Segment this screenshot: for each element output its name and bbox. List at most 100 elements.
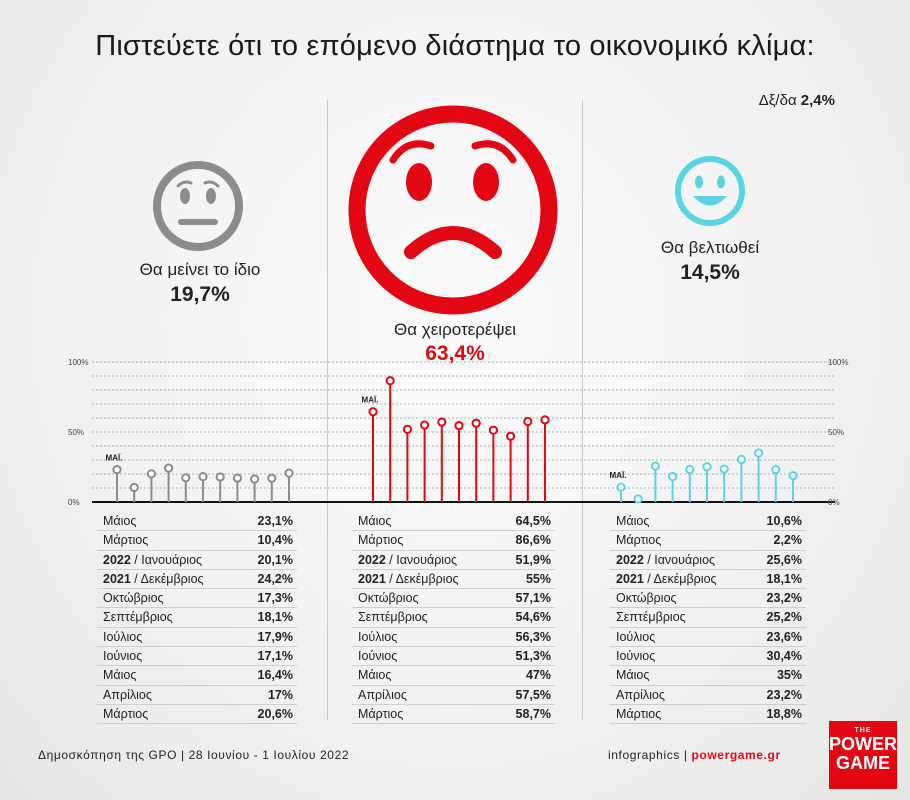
lollipop-point <box>540 415 550 425</box>
row-value: 20,6% <box>257 706 293 721</box>
series-first-label: ΜΑΪ. <box>610 471 627 480</box>
footer-credit-text: infographics | <box>608 748 688 762</box>
table-row: Μάρτιος 18,8% <box>610 705 806 725</box>
table-better: Μάιος 10,6% Μάρτιος 2,2% 2022 / Ιανουάριος 25… <box>610 512 806 725</box>
row-value: 57,1% <box>515 591 551 606</box>
row-value: 25,2% <box>766 610 802 625</box>
row-month-text: Οκτώβριος <box>103 591 164 606</box>
lollipop-point <box>284 468 294 478</box>
undecided-share: Δξ/δα 2,4% <box>690 92 835 109</box>
row-month-text: / Ιανουάριος <box>130 552 203 567</box>
row-month-text: Ιούνιος <box>616 649 656 664</box>
row-month-text: Μάιος <box>103 668 137 683</box>
lollipop-point <box>771 464 781 475</box>
row-value: 23,2% <box>766 591 802 606</box>
row-month-text: Ιούλιος <box>103 629 143 644</box>
lollipop-point <box>420 420 430 430</box>
row-month-text: / Ιανουάριος <box>643 552 716 567</box>
lollipop-point <box>616 482 626 492</box>
table-row: Μάιος 47% <box>352 666 555 686</box>
table-row: Μάιος 16,4% <box>97 666 297 686</box>
row-value: 18,1% <box>766 571 802 586</box>
option-label-same: Θα μείνει το ίδιο <box>139 260 261 279</box>
table-row: 2021 / Δεκέμβριος 18,1% <box>610 570 806 590</box>
lollipop-point <box>650 461 661 471</box>
footer-site-link[interactable]: powergame.gr <box>691 748 781 762</box>
lollipop-point <box>146 469 156 479</box>
row-month-text: Σεπτέμβριος <box>616 610 686 625</box>
neutral-face-icon <box>153 161 243 251</box>
row-month: Μάιος <box>103 666 136 684</box>
y-axis-label-left: 50% <box>68 428 84 437</box>
row-month: Μάρτιος <box>616 705 661 723</box>
row-month-text: / Ιανουάριος <box>385 552 458 567</box>
row-month-text: / Δεκέμβριος <box>385 571 459 586</box>
row-value: 23,1% <box>257 514 293 528</box>
row-value: 17,3% <box>257 591 293 606</box>
y-axis-label-right: 50% <box>828 428 844 437</box>
row-month: Απρίλιος <box>103 686 152 704</box>
happy-face-icon <box>675 156 745 226</box>
row-value: 30,4% <box>766 649 802 664</box>
row-value: 56,3% <box>515 629 551 644</box>
row-value: 17% <box>267 687 293 702</box>
row-value: 57,5% <box>515 687 551 702</box>
option-value-worse: 63,4% <box>425 342 485 365</box>
lollipop-point <box>164 463 174 473</box>
row-month: Μάρτιος <box>103 531 148 549</box>
row-month: Ιούνιος <box>358 647 397 665</box>
row-month: Οκτώβριος <box>358 589 419 607</box>
table-row: Μάρτιος 86,6% <box>352 531 555 551</box>
table-row: 2021 / Δεκέμβριος 55% <box>352 570 555 590</box>
y-axis-label-right: 0% <box>828 498 840 507</box>
y-axis-label-left: 0% <box>68 498 80 507</box>
row-value: 17,1% <box>257 649 293 664</box>
lollipop-point <box>402 424 412 434</box>
row-month: Οκτώβριος <box>616 589 677 607</box>
row-month: Ιούλιος <box>616 628 655 646</box>
row-month-text: Μάιος <box>616 668 650 683</box>
table-row: 2021 / Δεκέμβριος 24,2% <box>97 570 297 590</box>
logo-line-1: POWER <box>829 734 898 754</box>
row-value: 16,4% <box>257 668 293 683</box>
sad-face-icon <box>348 105 558 315</box>
row-month-text: Μάρτιος <box>616 706 662 721</box>
row-year: 2022 <box>103 552 131 567</box>
row-year: 2021 <box>103 571 131 586</box>
lollipop-point <box>719 464 729 474</box>
y-axis-label-right: 100% <box>828 358 848 367</box>
table-row: 2022 / Ιανουάριος 25,6% <box>610 551 806 570</box>
table-row: Μάιος 64,5% <box>352 512 555 532</box>
row-month-text: Οκτώβριος <box>358 591 419 606</box>
table-row: Απρίλιος 17% <box>97 686 297 705</box>
row-month: 2021 / Δεκέμβριος <box>103 570 204 588</box>
table-row: Ιούλιος 17,9% <box>97 628 297 648</box>
lollipop-point <box>506 431 516 441</box>
lollipop-point <box>368 407 378 417</box>
logo-line-2: GAME <box>836 753 890 773</box>
lollipop-point <box>215 472 225 482</box>
row-month: 2022 / Ιανουάριος <box>103 551 202 569</box>
lollipop-point <box>267 473 277 483</box>
row-month-text: Σεπτέμβριος <box>358 610 428 625</box>
row-month: 2021 / Δεκέμβριος <box>358 570 459 588</box>
table-row: Μάιος 23,1% <box>97 512 297 532</box>
lollipop-point <box>250 474 260 484</box>
row-value: 64,5% <box>515 514 551 528</box>
row-month-text: Απρίλιος <box>616 687 665 702</box>
row-value: 10,6% <box>766 514 802 528</box>
row-value: 25,6% <box>766 552 802 567</box>
row-month-text: Απρίλιος <box>358 687 407 702</box>
row-month-text: Οκτώβριος <box>616 591 677 606</box>
row-month-text: Μάρτιος <box>358 533 404 548</box>
row-month-text: Μάιος <box>358 514 392 528</box>
table-row: Οκτώβριος 57,1% <box>352 589 555 609</box>
row-month-text: Μάρτιος <box>358 706 404 721</box>
row-month: Σεπτέμβριος <box>358 608 428 626</box>
table-row: 2022 / Ιανουάριος 20,1% <box>97 551 297 570</box>
row-value: 54,6% <box>515 610 551 625</box>
row-month: Μάρτιος <box>358 531 403 549</box>
row-month: Μάιος <box>616 512 649 530</box>
row-value: 35% <box>776 668 802 683</box>
row-month: 2021 / Δεκέμβριος <box>616 570 717 588</box>
